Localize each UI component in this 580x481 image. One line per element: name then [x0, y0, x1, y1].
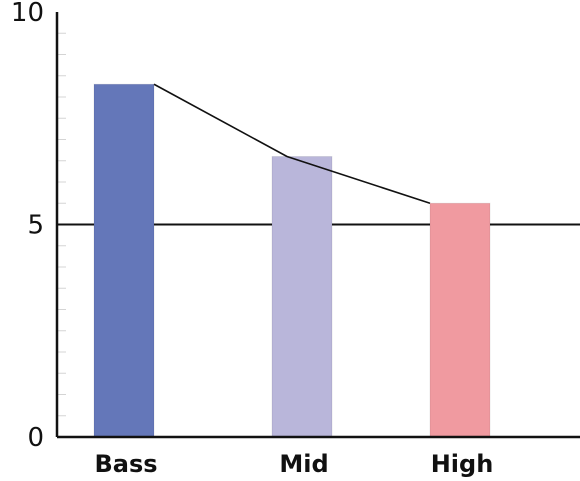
y-axis-tick-labels: 0 5 10 [11, 0, 44, 453]
x-label-mid: Mid [279, 450, 328, 478]
y-tick-label-10: 10 [11, 0, 44, 28]
trend-line [153, 83, 431, 205]
y-axis-minor-ticks [57, 32, 66, 417]
bar-high [429, 202, 491, 438]
bar-bass [93, 83, 155, 438]
bars [93, 83, 491, 438]
x-label-bass: Bass [94, 450, 157, 478]
y-tick-label-0: 0 [27, 423, 44, 453]
x-label-high: High [431, 450, 494, 478]
bar-mid [271, 156, 333, 438]
x-axis-category-labels: Bass Mid High [94, 450, 493, 478]
y-tick-label-5: 5 [27, 211, 44, 241]
